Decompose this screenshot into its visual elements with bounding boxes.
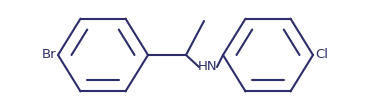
Text: HN: HN: [198, 60, 218, 73]
Text: Cl: Cl: [315, 49, 328, 61]
Text: Br: Br: [41, 49, 56, 61]
